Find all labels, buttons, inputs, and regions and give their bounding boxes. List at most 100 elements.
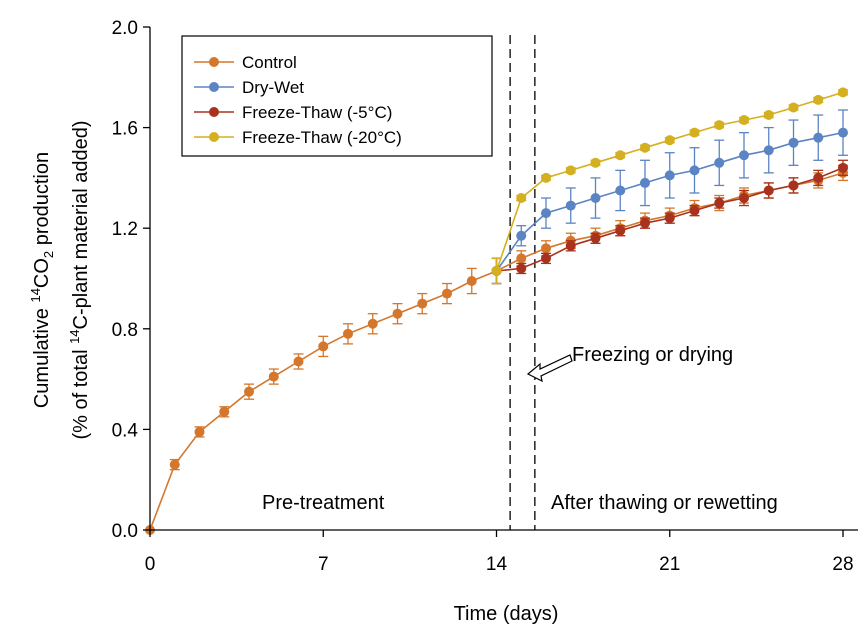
data-point <box>516 263 527 274</box>
y-tick-label: 1.6 <box>112 119 138 140</box>
annotation-post-treatment: After thawing or rewetting <box>551 492 778 514</box>
data-point <box>466 276 477 287</box>
x-tick-label: 28 <box>832 554 853 575</box>
legend-label: Freeze-Thaw (-5°C) <box>242 103 392 122</box>
data-point <box>640 177 650 188</box>
y-axis-title-line1-sub: 2 <box>41 251 56 258</box>
data-point <box>763 145 774 156</box>
legend: Control Dry-Wet Freeze-Thaw (-5°C) Freeze-T… <box>181 35 493 157</box>
legend-label: Control <box>242 53 297 72</box>
annotation-freezing-drying: Freezing or drying <box>572 344 733 366</box>
data-point <box>640 142 650 153</box>
data-point <box>689 165 700 176</box>
data-point <box>664 170 675 181</box>
data-point <box>739 115 749 126</box>
y-axis-title-line1-mid: CO <box>31 258 53 288</box>
data-point <box>813 132 824 143</box>
series-3 <box>491 87 848 285</box>
data-point <box>838 162 848 173</box>
data-point <box>565 240 576 251</box>
axis-ticks: 0.0 0.4 0.8 1.2 1.6 2.0 0 7 14 21 28 <box>112 18 854 575</box>
data-point <box>689 127 700 138</box>
data-point <box>417 298 428 309</box>
legend-marker <box>209 132 219 142</box>
data-point <box>813 172 824 183</box>
data-point <box>739 193 749 204</box>
legend-box <box>181 35 493 157</box>
data-point <box>689 205 700 216</box>
x-tick-label: 14 <box>486 554 508 575</box>
y-tick-label: 0.0 <box>112 521 138 542</box>
data-point <box>244 386 254 397</box>
legend-label: Dry-Wet <box>242 78 304 97</box>
x-tick-label: 0 <box>145 554 156 575</box>
y-axis-title-line2: (% of total 14C-plant material added) <box>67 120 92 439</box>
data-point <box>268 371 279 382</box>
data-point <box>565 200 576 211</box>
data-point <box>392 308 403 319</box>
data-point <box>516 253 527 264</box>
legend-marker <box>209 57 219 67</box>
data-point <box>590 233 601 244</box>
annotation-pre-treatment: Pre-treatment <box>262 492 385 514</box>
data-point <box>491 265 502 276</box>
series-line <box>149 172 844 531</box>
series-1 <box>491 109 848 285</box>
data-point <box>813 94 824 105</box>
data-point <box>219 406 230 417</box>
chart-dividers <box>509 35 536 530</box>
data-point <box>516 230 527 241</box>
x-tick-label: 21 <box>659 554 680 575</box>
data-point <box>838 127 848 138</box>
annotation-arrow-icon <box>526 354 573 383</box>
data-point <box>664 213 675 224</box>
chart-series <box>145 87 848 535</box>
y-tick-label: 2.0 <box>112 18 138 39</box>
legend-marker <box>209 107 219 117</box>
y-axis-title-line2-sup: 14 <box>67 329 82 343</box>
y-axis-title-line1: Cumulative 14CO2 production <box>28 152 56 408</box>
y-axis-title-line1-pre: Cumulative <box>31 303 53 409</box>
y-axis-title-line1-sup: 14 <box>28 288 43 302</box>
data-point <box>763 185 774 196</box>
y-tick-label: 0.8 <box>112 320 138 341</box>
data-point <box>516 193 527 204</box>
data-point <box>615 150 626 161</box>
data-point <box>739 150 749 161</box>
data-point <box>788 180 799 191</box>
data-point <box>293 356 304 367</box>
data-point <box>541 243 551 254</box>
y-axis-title-line2-pre: (% of total <box>70 344 92 440</box>
legend-label: Freeze-Thaw (-20°C) <box>242 128 402 147</box>
data-point <box>541 172 551 183</box>
x-axis-title: Time (days) <box>454 603 559 625</box>
data-point <box>194 426 205 437</box>
data-point <box>615 225 626 236</box>
data-point <box>788 137 799 148</box>
data-point <box>565 165 576 176</box>
data-point <box>590 157 601 168</box>
data-point <box>442 288 452 299</box>
y-tick-label: 1.2 <box>112 219 138 240</box>
data-point <box>763 110 774 121</box>
data-point <box>590 193 601 204</box>
data-point <box>541 253 551 264</box>
data-point <box>838 87 848 98</box>
data-point <box>343 328 353 339</box>
data-point <box>367 318 378 329</box>
series-0 <box>145 164 848 535</box>
data-point <box>318 341 329 352</box>
y-axis-title-line1-post: production <box>31 152 53 251</box>
data-point <box>714 157 725 168</box>
x-tick-label: 7 <box>318 554 329 575</box>
data-point <box>615 185 626 196</box>
data-point <box>169 459 180 470</box>
data-point <box>714 120 725 131</box>
legend-marker <box>209 82 219 92</box>
data-point <box>640 218 650 229</box>
data-point <box>714 198 725 209</box>
y-tick-label: 0.4 <box>112 420 139 441</box>
data-point <box>664 135 675 146</box>
y-axis-title-line2-post: C-plant material added) <box>70 120 92 329</box>
